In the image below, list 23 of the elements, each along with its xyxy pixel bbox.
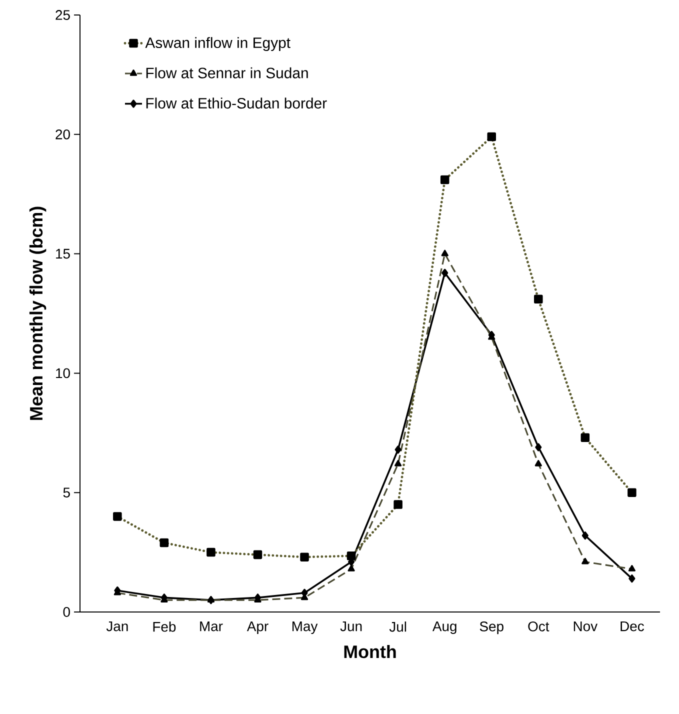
x-tick-label: Jul xyxy=(389,621,406,632)
legend-label: Flow at Sennar in Sudan xyxy=(146,67,308,78)
x-tick-label: Mar xyxy=(200,622,223,632)
x-axis-title: Month xyxy=(344,644,396,658)
y-tick-label: 15 xyxy=(56,248,70,259)
y-tick-label: 5 xyxy=(63,488,70,498)
legend-label: Flow at Ethio-Sudan border xyxy=(146,98,327,109)
x-tick-label: Sep xyxy=(480,621,504,634)
x-tick-label: Feb xyxy=(153,621,176,632)
x-tick-label: Jun xyxy=(340,622,362,632)
y-tick-label: 20 xyxy=(56,129,70,140)
y-tick-label: 0 xyxy=(63,607,70,617)
y-tick-label: 10 xyxy=(56,368,70,378)
x-tick-label: May xyxy=(292,622,318,634)
x-tick-label: Oct xyxy=(528,621,550,632)
x-tick-label: Apr xyxy=(246,622,268,634)
y-axis-title: Mean monthly flow (bcm) xyxy=(29,206,46,420)
x-tick-label: Nov xyxy=(574,622,598,632)
x-tick-label: Dec xyxy=(620,622,644,632)
x-tick-label: Aug xyxy=(432,622,456,634)
x-tick-label: Jan xyxy=(106,622,128,632)
y-tick-label: 25 xyxy=(56,10,70,20)
legend-label: Aswan inflow in Egypt xyxy=(145,37,290,52)
